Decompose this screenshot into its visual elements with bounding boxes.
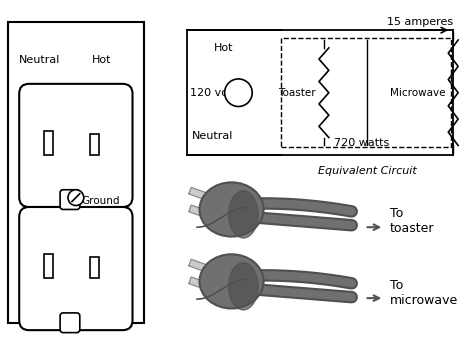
Polygon shape [189, 187, 219, 204]
Polygon shape [189, 205, 219, 222]
Polygon shape [189, 259, 219, 276]
Bar [90, 257, 99, 278]
Ellipse shape [228, 263, 258, 310]
FancyBboxPatch shape [60, 190, 80, 210]
Text: 15 amperes: 15 amperes [387, 17, 453, 27]
Text: Equivalent Circuit: Equivalent Circuit [318, 166, 416, 176]
Bar [45, 254, 53, 278]
Text: To
microwave: To microwave [390, 279, 458, 307]
Bar [8, 22, 144, 323]
Text: Microwave: Microwave [390, 88, 445, 98]
Ellipse shape [200, 183, 264, 237]
Text: 720 watts: 720 watts [334, 138, 389, 149]
Text: 120 volts: 120 volts [190, 88, 241, 98]
Text: Neutral: Neutral [192, 130, 234, 141]
Text: Hot: Hot [92, 55, 111, 65]
Circle shape [68, 190, 84, 205]
Ellipse shape [228, 191, 258, 238]
FancyBboxPatch shape [19, 207, 133, 330]
Circle shape [225, 79, 252, 107]
Bar [90, 134, 99, 155]
Text: To
toaster: To toaster [390, 207, 435, 235]
Text: Ground: Ground [82, 196, 120, 205]
FancyBboxPatch shape [60, 313, 80, 333]
Text: Neutral: Neutral [18, 55, 60, 65]
Bar [281, 38, 451, 147]
Ellipse shape [200, 254, 264, 308]
Bar [45, 130, 53, 155]
Text: Hot: Hot [214, 43, 234, 53]
Polygon shape [189, 277, 219, 294]
FancyBboxPatch shape [19, 84, 133, 207]
Text: Toaster: Toaster [278, 88, 316, 98]
